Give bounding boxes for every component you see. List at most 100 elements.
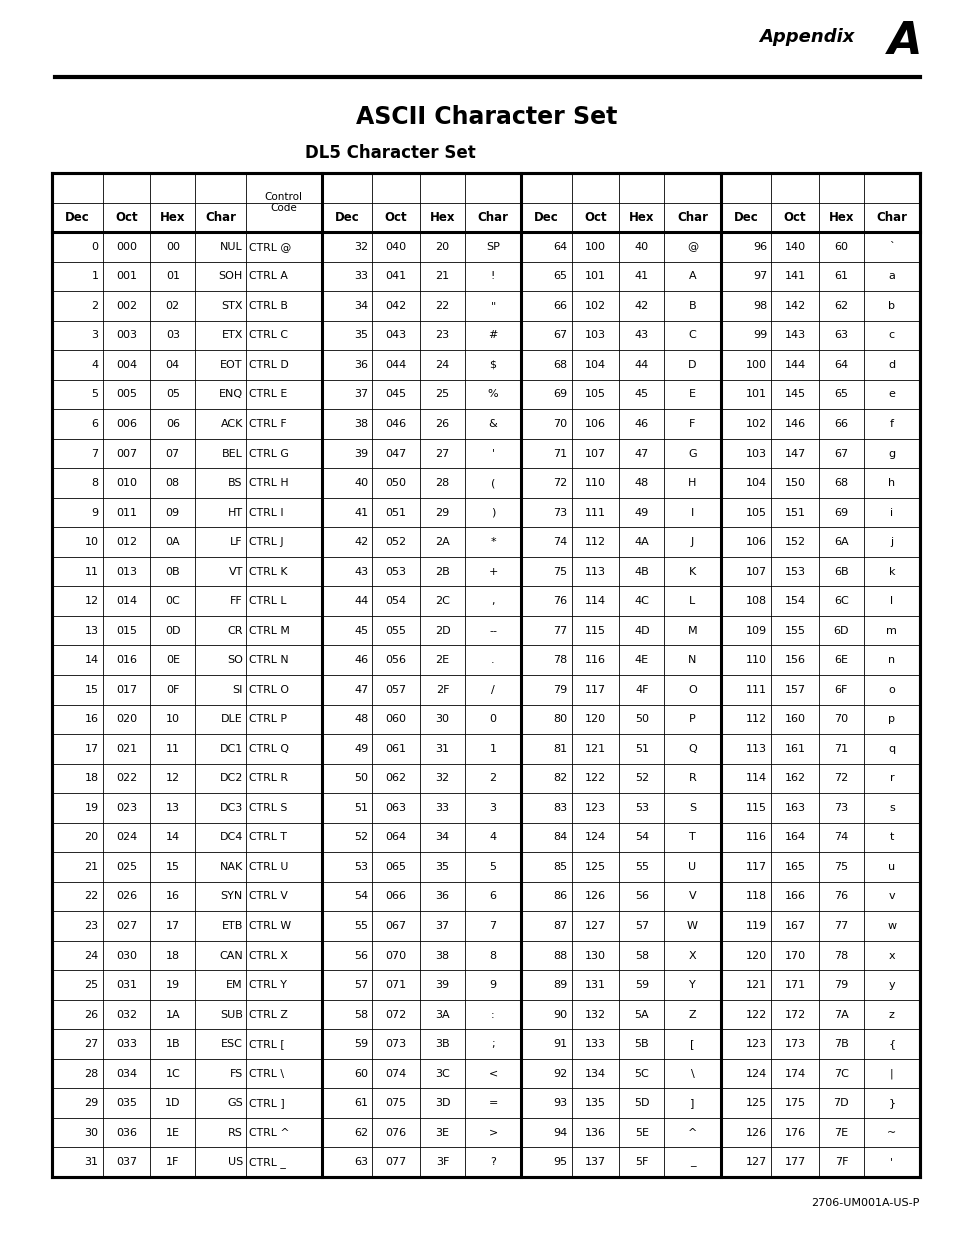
- Text: 58: 58: [634, 951, 648, 961]
- Text: P: P: [688, 714, 695, 724]
- Text: 98: 98: [752, 301, 766, 311]
- Text: 18: 18: [85, 773, 98, 783]
- Text: i: i: [889, 508, 893, 517]
- Text: VT: VT: [228, 567, 243, 577]
- Text: 119: 119: [745, 921, 766, 931]
- Text: 102: 102: [584, 301, 605, 311]
- Text: 49: 49: [354, 743, 368, 753]
- Text: 071: 071: [385, 981, 406, 990]
- Text: 142: 142: [783, 301, 804, 311]
- Text: Appendix: Appendix: [759, 28, 854, 46]
- Text: 17: 17: [85, 743, 98, 753]
- Text: 56: 56: [635, 892, 648, 902]
- Text: CTRL \: CTRL \: [249, 1068, 284, 1078]
- Text: 026: 026: [115, 892, 137, 902]
- Text: 4D: 4D: [634, 626, 649, 636]
- Text: 3E: 3E: [435, 1128, 449, 1137]
- Text: CTRL P: CTRL P: [249, 714, 287, 724]
- Text: 09: 09: [166, 508, 180, 517]
- Text: 052: 052: [385, 537, 406, 547]
- Text: 077: 077: [385, 1157, 406, 1167]
- Text: 133: 133: [584, 1039, 605, 1049]
- Text: c: c: [888, 331, 894, 341]
- Text: 120: 120: [584, 714, 605, 724]
- Text: 041: 041: [385, 272, 406, 282]
- Text: 109: 109: [745, 626, 766, 636]
- Text: 03: 03: [166, 331, 179, 341]
- Text: 77: 77: [553, 626, 567, 636]
- Text: 1: 1: [91, 272, 98, 282]
- Text: &: &: [488, 419, 497, 429]
- Text: 7B: 7B: [833, 1039, 848, 1049]
- Text: 164: 164: [783, 832, 804, 842]
- Text: 36: 36: [435, 892, 449, 902]
- Text: CTRL U: CTRL U: [249, 862, 288, 872]
- Text: 123: 123: [584, 803, 605, 813]
- Text: 39: 39: [435, 981, 449, 990]
- Text: B: B: [688, 301, 696, 311]
- Text: |: |: [889, 1068, 893, 1079]
- Text: 44: 44: [354, 597, 368, 606]
- Text: G: G: [687, 448, 696, 458]
- Text: 73: 73: [834, 803, 847, 813]
- Text: 27: 27: [435, 448, 449, 458]
- Text: 111: 111: [584, 508, 605, 517]
- Text: 51: 51: [635, 743, 648, 753]
- Text: STX: STX: [221, 301, 243, 311]
- Text: 22: 22: [435, 301, 449, 311]
- Text: e: e: [887, 389, 895, 399]
- Text: CTRL ]: CTRL ]: [249, 1098, 284, 1108]
- Text: 125: 125: [584, 862, 605, 872]
- Text: 063: 063: [385, 803, 406, 813]
- Text: 14: 14: [85, 656, 98, 666]
- Text: 91: 91: [553, 1039, 567, 1049]
- Text: 3: 3: [91, 331, 98, 341]
- Text: 154: 154: [783, 597, 804, 606]
- Text: 6A: 6A: [833, 537, 848, 547]
- Text: DC1: DC1: [219, 743, 243, 753]
- Text: V: V: [688, 892, 696, 902]
- Text: 54: 54: [634, 832, 648, 842]
- Text: CTRL M: CTRL M: [249, 626, 290, 636]
- Text: 95: 95: [553, 1157, 567, 1167]
- Text: 20: 20: [435, 242, 449, 252]
- Text: 54: 54: [354, 892, 368, 902]
- Text: 8: 8: [91, 478, 98, 488]
- Text: 59: 59: [634, 981, 648, 990]
- Text: 65: 65: [553, 272, 567, 282]
- Text: 3B: 3B: [435, 1039, 449, 1049]
- Text: v: v: [887, 892, 894, 902]
- Text: 02: 02: [166, 301, 180, 311]
- Text: 01: 01: [166, 272, 179, 282]
- Text: 010: 010: [116, 478, 137, 488]
- Text: 177: 177: [783, 1157, 804, 1167]
- Text: 1D: 1D: [165, 1098, 180, 1108]
- Text: 4: 4: [91, 359, 98, 370]
- Text: 0C: 0C: [165, 597, 180, 606]
- Text: 69: 69: [553, 389, 567, 399]
- Text: 83: 83: [553, 803, 567, 813]
- Text: 72: 72: [553, 478, 567, 488]
- Text: 123: 123: [745, 1039, 766, 1049]
- Text: 72: 72: [833, 773, 847, 783]
- Text: d: d: [887, 359, 895, 370]
- Text: 23: 23: [85, 921, 98, 931]
- Bar: [52, 173, 919, 1177]
- Text: 020: 020: [115, 714, 137, 724]
- Text: 57: 57: [634, 921, 648, 931]
- Text: CTRL Z: CTRL Z: [249, 1009, 288, 1020]
- Text: 3A: 3A: [435, 1009, 449, 1020]
- Text: NAK: NAK: [219, 862, 243, 872]
- Text: 167: 167: [783, 921, 804, 931]
- Text: 78: 78: [833, 951, 847, 961]
- Text: 101: 101: [584, 272, 605, 282]
- Text: SYN: SYN: [220, 892, 243, 902]
- Text: 77: 77: [833, 921, 847, 931]
- Text: Char: Char: [477, 211, 508, 224]
- Text: SP: SP: [486, 242, 499, 252]
- Text: 6B: 6B: [833, 567, 848, 577]
- Text: 90: 90: [553, 1009, 567, 1020]
- Text: 002: 002: [115, 301, 137, 311]
- Text: 2: 2: [489, 773, 497, 783]
- Text: 146: 146: [783, 419, 804, 429]
